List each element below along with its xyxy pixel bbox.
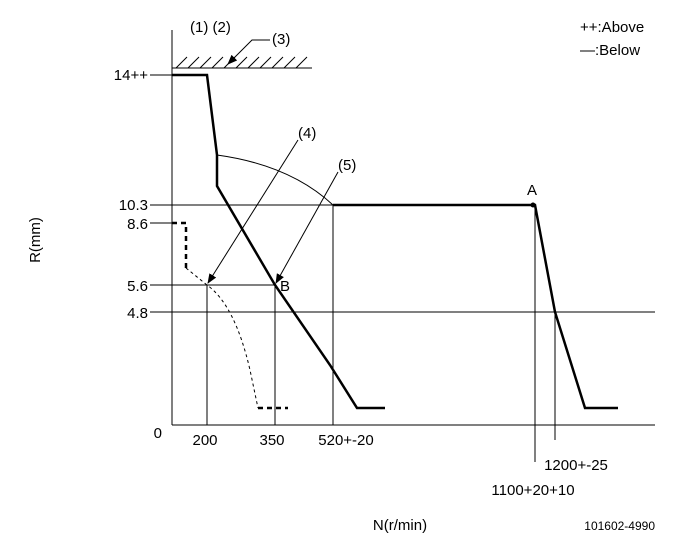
y-label: R(mm) [27,217,44,263]
y-tick: 5.6 [127,278,148,295]
curves [172,73,618,410]
x-tick: 520+-20 [318,432,373,449]
x-tick: 350 [259,432,284,449]
legend-below: —:Below [580,42,640,59]
point-a: A [527,182,537,199]
y-tick: 14++ [114,67,148,84]
marker-3: (3) [272,31,290,48]
callout-lines [207,39,339,284]
x-tick: 1100+20+10 [491,482,574,499]
point-b: B [280,278,290,295]
y-tick: 10.3 [119,197,148,214]
legend-above: ++:Above [580,19,644,36]
axes [150,30,655,462]
markers: (1) (2) [190,19,231,36]
callout-5: (5) [338,157,356,174]
callout-4: (4) [298,125,316,142]
x-tick: 1200+-25 [544,457,608,474]
y-tick: 0 [154,425,162,442]
stopper [172,56,312,69]
x-label: N(r/min) [373,517,427,534]
y-tick: 8.6 [127,216,148,233]
x-tick: 200 [192,432,217,449]
code: 101602-4990 [584,519,655,533]
y-tick: 4.8 [127,305,148,322]
